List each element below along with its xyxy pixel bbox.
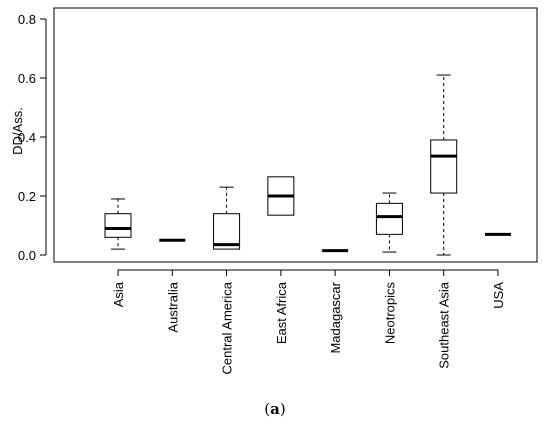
iqr-box-5 bbox=[375, 202, 403, 235]
plot-border bbox=[53, 7, 538, 263]
iqr-box-6 bbox=[430, 139, 458, 194]
iqr-box-0 bbox=[104, 213, 132, 238]
y-tick-label-1: 0.2 bbox=[18, 189, 36, 204]
x-tick-label-3: East Africa bbox=[274, 281, 289, 344]
y-axis-label: DD/Ass. bbox=[10, 107, 25, 155]
x-tick-label-6: Southeast Asia bbox=[437, 281, 452, 368]
x-tick-label-1: Australia bbox=[165, 281, 180, 332]
x-tick-label-5: Neotropics bbox=[382, 282, 397, 345]
box-6 bbox=[430, 74, 458, 256]
x-tick-label-2: Central America bbox=[220, 281, 235, 374]
y-tick-label-0: 0.0 bbox=[18, 248, 36, 263]
plot-frame bbox=[53, 7, 538, 263]
caption-close: ) bbox=[279, 400, 286, 418]
box-0 bbox=[104, 198, 132, 250]
x-tick-label-0: Asia bbox=[111, 281, 126, 307]
x-tick-label-4: Madagascar bbox=[328, 281, 343, 353]
boxplot-chart: 0.0 0.2 0.4 0.6 0.8 Asia Australia Central Ame… bbox=[10, 7, 538, 374]
y-tick-label-3: 0.6 bbox=[18, 71, 36, 86]
figure-caption: (a) bbox=[0, 400, 550, 418]
caption-label: a bbox=[270, 400, 280, 418]
boxes bbox=[104, 74, 511, 256]
box-3 bbox=[267, 176, 295, 216]
y-axis: 0.0 0.2 0.4 0.6 0.8 bbox=[18, 12, 47, 263]
x-axis: Asia Australia Central America East Africa M… bbox=[111, 269, 506, 374]
x-tick-label-7: USA bbox=[491, 282, 506, 309]
y-tick-label-4: 0.8 bbox=[18, 12, 36, 27]
caption-open: ( bbox=[264, 400, 271, 418]
box-2 bbox=[213, 186, 241, 250]
y-tick-label-2: 0.4 bbox=[18, 130, 36, 145]
box-5 bbox=[375, 192, 403, 253]
